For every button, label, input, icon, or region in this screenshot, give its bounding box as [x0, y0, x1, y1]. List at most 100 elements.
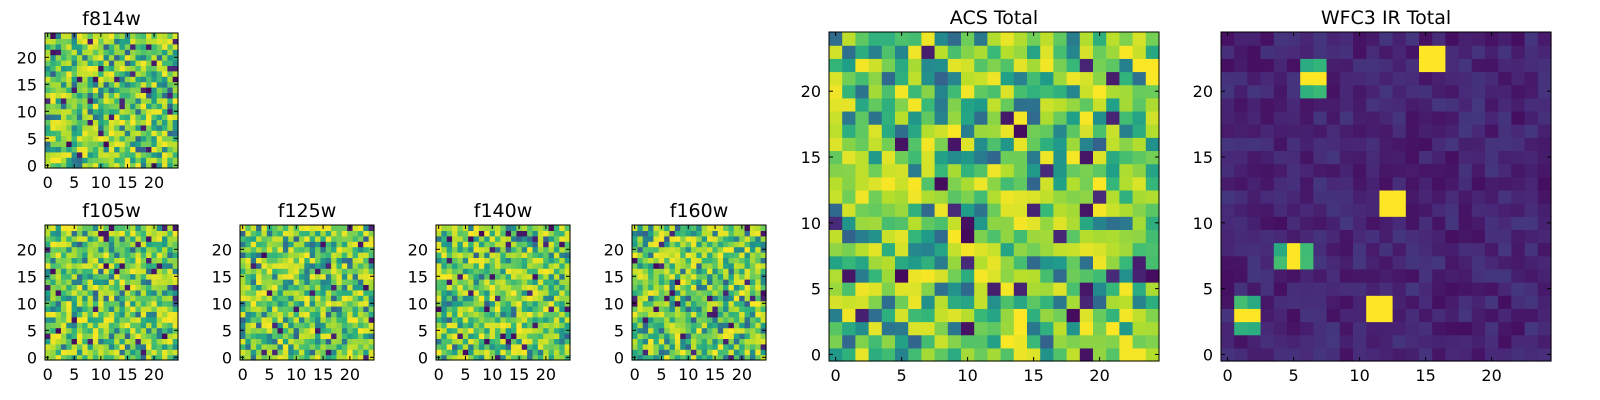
heatmap-cell: [288, 252, 295, 258]
heatmap-cell: [114, 349, 121, 356]
heatmap-cell: [162, 38, 168, 45]
heatmap-cell: [532, 322, 539, 329]
heatmap-cell: [272, 349, 279, 356]
heatmap-cell: [516, 230, 523, 237]
heatmap-cell: [733, 333, 740, 339]
heatmap-cell: [124, 97, 131, 104]
heatmap-cell: [172, 157, 179, 164]
heatmap-cell: [98, 124, 105, 131]
heatmap-cell: [868, 321, 883, 336]
heatmap-cell: [1040, 282, 1054, 296]
heatmap-cell: [829, 268, 843, 283]
heatmap-cell: [82, 108, 89, 115]
heatmap-cell: [1471, 97, 1486, 112]
heatmap-cell: [829, 45, 843, 59]
heatmap-cell: [140, 119, 147, 126]
heatmap-cell: [151, 76, 158, 83]
heatmap-cell: [895, 282, 909, 296]
heatmap-cell: [108, 119, 115, 126]
heatmap-cell: [1379, 71, 1394, 86]
heatmap-cell: [261, 225, 268, 231]
heatmap-cell: [1498, 347, 1512, 362]
heatmap-cell: [1247, 137, 1262, 152]
heatmap-cell: [1093, 97, 1107, 112]
heatmap-cell: [130, 235, 137, 242]
heatmap-cell: [1313, 255, 1328, 270]
heatmap-cell: [537, 322, 544, 329]
heatmap-cell: [140, 97, 147, 104]
heatmap-cell: [1132, 295, 1147, 309]
heatmap-cell: [1432, 176, 1446, 191]
heatmap-cell: [1000, 347, 1015, 362]
heatmap-cell: [1260, 229, 1275, 244]
heatmap-cell: [256, 279, 263, 285]
heatmap-cell: [987, 268, 1002, 283]
heatmap-cell: [500, 289, 507, 296]
heatmap-cell: [921, 45, 936, 59]
heatmap-cell: [723, 246, 730, 253]
heatmap-cell: [156, 92, 163, 99]
heatmap-cell: [755, 300, 762, 307]
heatmap-cell: [266, 300, 273, 307]
heatmap-cell: [1013, 124, 1028, 138]
heatmap-cell: [559, 257, 566, 264]
heatmap-cell: [156, 103, 163, 110]
heatmap-cell: [723, 252, 730, 258]
heatmap-cell: [1471, 32, 1486, 46]
heatmap-cell: [494, 338, 501, 345]
heatmap-cell: [521, 322, 528, 329]
heatmap-cell: [739, 246, 746, 253]
heatmap-cell: [309, 300, 316, 307]
heatmap-cell: [664, 235, 671, 242]
heatmap-cell: [1000, 71, 1015, 86]
heatmap-cell: [500, 268, 507, 275]
heatmap-cell: [347, 289, 354, 296]
heatmap-cell: [135, 284, 142, 291]
heatmap-cell: [829, 255, 843, 270]
heatmap-cell: [728, 349, 735, 356]
heatmap-cell: [733, 279, 740, 285]
heatmap-cell: [855, 308, 870, 323]
heatmap-cell: [537, 230, 544, 237]
heatmap-cell: [1392, 229, 1407, 244]
heatmap-cell: [60, 295, 67, 302]
heatmap-cell: [172, 311, 179, 318]
heatmap-cell: [114, 327, 121, 334]
heatmap-cell: [266, 246, 273, 253]
heatmap-cell: [1000, 84, 1015, 99]
heatmap-cell: [908, 321, 922, 336]
heatmap-cell: [363, 354, 370, 361]
heatmap-cell: [55, 273, 62, 280]
heatmap-cell: [114, 81, 121, 88]
heatmap-cell: [648, 268, 655, 275]
heatmap-cell: [87, 92, 94, 99]
heatmap-cell: [1313, 216, 1328, 230]
heatmap-cell: [250, 289, 257, 296]
heatmap-cell: [1000, 308, 1015, 323]
heatmap-cell: [298, 300, 305, 307]
heatmap-cell: [277, 235, 284, 242]
heatmap-cell: [66, 225, 73, 231]
heatmap-cell: [739, 306, 746, 312]
heatmap-cell: [868, 110, 883, 125]
heatmap-cell: [961, 71, 975, 86]
heatmap-cell: [114, 225, 121, 231]
heatmap-cell: [130, 327, 137, 334]
heatmap-cell: [462, 246, 469, 253]
heatmap-cell: [559, 252, 566, 258]
heatmap-cell: [87, 306, 94, 312]
heatmap-cell: [108, 284, 115, 291]
heatmap-cell: [1040, 216, 1054, 230]
heatmap-cell: [1106, 110, 1120, 125]
heatmap-cell: [172, 289, 179, 296]
heatmap-cell: [934, 295, 949, 309]
heatmap-cell: [315, 333, 321, 339]
heatmap-cell: [135, 49, 142, 56]
heatmap-cell: [658, 333, 665, 339]
heatmap-cell: [868, 334, 883, 349]
heatmap-cell: [124, 65, 131, 72]
heatmap-cell: [987, 203, 1002, 217]
heatmap-cell: [167, 252, 174, 258]
heatmap-cell: [468, 343, 475, 350]
heatmap-cell: [151, 262, 158, 269]
